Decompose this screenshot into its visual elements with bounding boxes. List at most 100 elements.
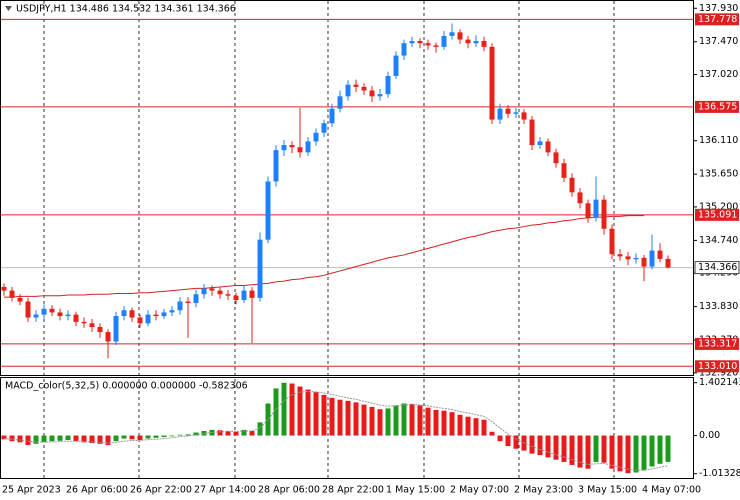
macd-bar xyxy=(393,405,399,436)
macd-panel-border xyxy=(0,377,694,479)
macd-bar xyxy=(65,435,71,441)
candle-body xyxy=(417,41,423,44)
macd-bar xyxy=(425,407,431,436)
macd-bar xyxy=(617,435,623,472)
candle-body xyxy=(281,145,287,151)
macd-bar xyxy=(377,409,383,436)
macd-bar xyxy=(417,405,423,436)
macd-bar xyxy=(105,435,111,445)
candle-body xyxy=(249,290,255,298)
candle-body xyxy=(401,43,407,56)
candle-body xyxy=(569,177,575,193)
candle-body xyxy=(393,55,399,76)
candle-body xyxy=(641,257,647,267)
candle-body xyxy=(273,150,279,182)
y-tick-label: -1.013286 xyxy=(699,468,740,479)
macd-bar xyxy=(569,435,575,465)
macd-bar xyxy=(17,435,23,443)
macd-bar xyxy=(513,435,519,449)
candle-body xyxy=(649,250,655,267)
candle-body xyxy=(65,314,71,317)
candle-body xyxy=(529,119,535,146)
macd-bar xyxy=(225,431,231,436)
macd-bar xyxy=(601,435,607,463)
macd-bar xyxy=(409,403,415,436)
level-label-box xyxy=(695,13,739,26)
macd-bar xyxy=(113,435,119,442)
y-tick-label: 132.920 xyxy=(699,367,738,378)
macd-bar xyxy=(625,435,631,474)
candle-body xyxy=(33,314,39,318)
current-price-box xyxy=(694,261,740,275)
macd-bar xyxy=(641,435,647,471)
candle-body xyxy=(97,326,103,333)
macd-bar xyxy=(241,429,247,436)
level-label-box xyxy=(695,360,739,373)
macd-bar xyxy=(137,435,143,441)
y-tick-label: 137.930 xyxy=(699,3,738,14)
x-tick-label: 26 Apr 06:00 xyxy=(66,485,128,496)
level-label: 133.317 xyxy=(698,338,737,349)
candle-body xyxy=(537,141,543,146)
candle-body xyxy=(105,332,111,342)
macd-bar xyxy=(41,435,47,443)
candle-body xyxy=(169,310,175,313)
candle-body xyxy=(505,108,511,114)
macd-bar xyxy=(473,418,479,436)
x-tick-label: 3 May 15:00 xyxy=(578,485,637,496)
macd-bar xyxy=(81,435,87,443)
y-tick-label: 136.110 xyxy=(699,135,738,146)
candle-body xyxy=(361,86,367,91)
current-price-label: 134.366 xyxy=(698,262,737,273)
level-label: 133.010 xyxy=(698,361,737,372)
candle-body xyxy=(457,32,463,40)
level-label: 135.091 xyxy=(698,209,737,220)
candle-body xyxy=(145,314,151,324)
candle-body xyxy=(73,314,79,322)
candle-body xyxy=(409,41,415,44)
x-tick-label: 1 May 15:00 xyxy=(386,485,445,496)
macd-bar xyxy=(185,434,191,436)
y-tick-label: 137.470 xyxy=(699,36,738,47)
candle-body xyxy=(321,123,327,133)
candle-body xyxy=(1,286,7,291)
candle-body xyxy=(289,145,295,148)
level-label-box xyxy=(695,337,739,350)
candle-body xyxy=(233,295,239,301)
macd-bar xyxy=(233,431,239,436)
macd-bar xyxy=(481,419,487,436)
macd-bar xyxy=(9,435,15,442)
macd-bar xyxy=(201,431,207,436)
candle-body xyxy=(377,94,383,97)
macd-bar xyxy=(585,435,591,469)
y-tick-label: 1.402143 xyxy=(699,377,740,388)
macd-bar xyxy=(489,431,495,436)
macd-bar xyxy=(545,435,551,458)
macd-bar xyxy=(537,435,543,456)
macd-bar xyxy=(577,435,583,468)
candle-body xyxy=(617,254,623,257)
indicator-title: MACD_color(5,32,5) 0.000000 0.000000 -0.… xyxy=(5,381,248,392)
macd-bar xyxy=(249,431,255,436)
macd-bar xyxy=(145,435,151,439)
macd-bar xyxy=(89,435,95,444)
macd-bar xyxy=(129,435,135,440)
macd-bar xyxy=(433,409,439,436)
candle-body xyxy=(113,316,119,342)
x-tick-label: 26 Apr 22:00 xyxy=(130,485,192,496)
candle-body xyxy=(385,75,391,95)
candle-body xyxy=(57,312,63,317)
macd-bar xyxy=(217,430,223,436)
candle-body xyxy=(481,41,487,47)
plot-layer xyxy=(1,1,693,478)
x-tick-label: 28 Apr 22:00 xyxy=(322,485,384,496)
candle-body xyxy=(425,43,431,46)
candle-body xyxy=(337,96,343,109)
candle-body xyxy=(625,256,631,260)
moving-average xyxy=(4,215,644,298)
macd-bar xyxy=(313,392,319,436)
candle-body xyxy=(257,239,263,298)
candle-body xyxy=(153,314,159,317)
macd-bar xyxy=(121,435,127,439)
candle-body xyxy=(665,258,671,268)
